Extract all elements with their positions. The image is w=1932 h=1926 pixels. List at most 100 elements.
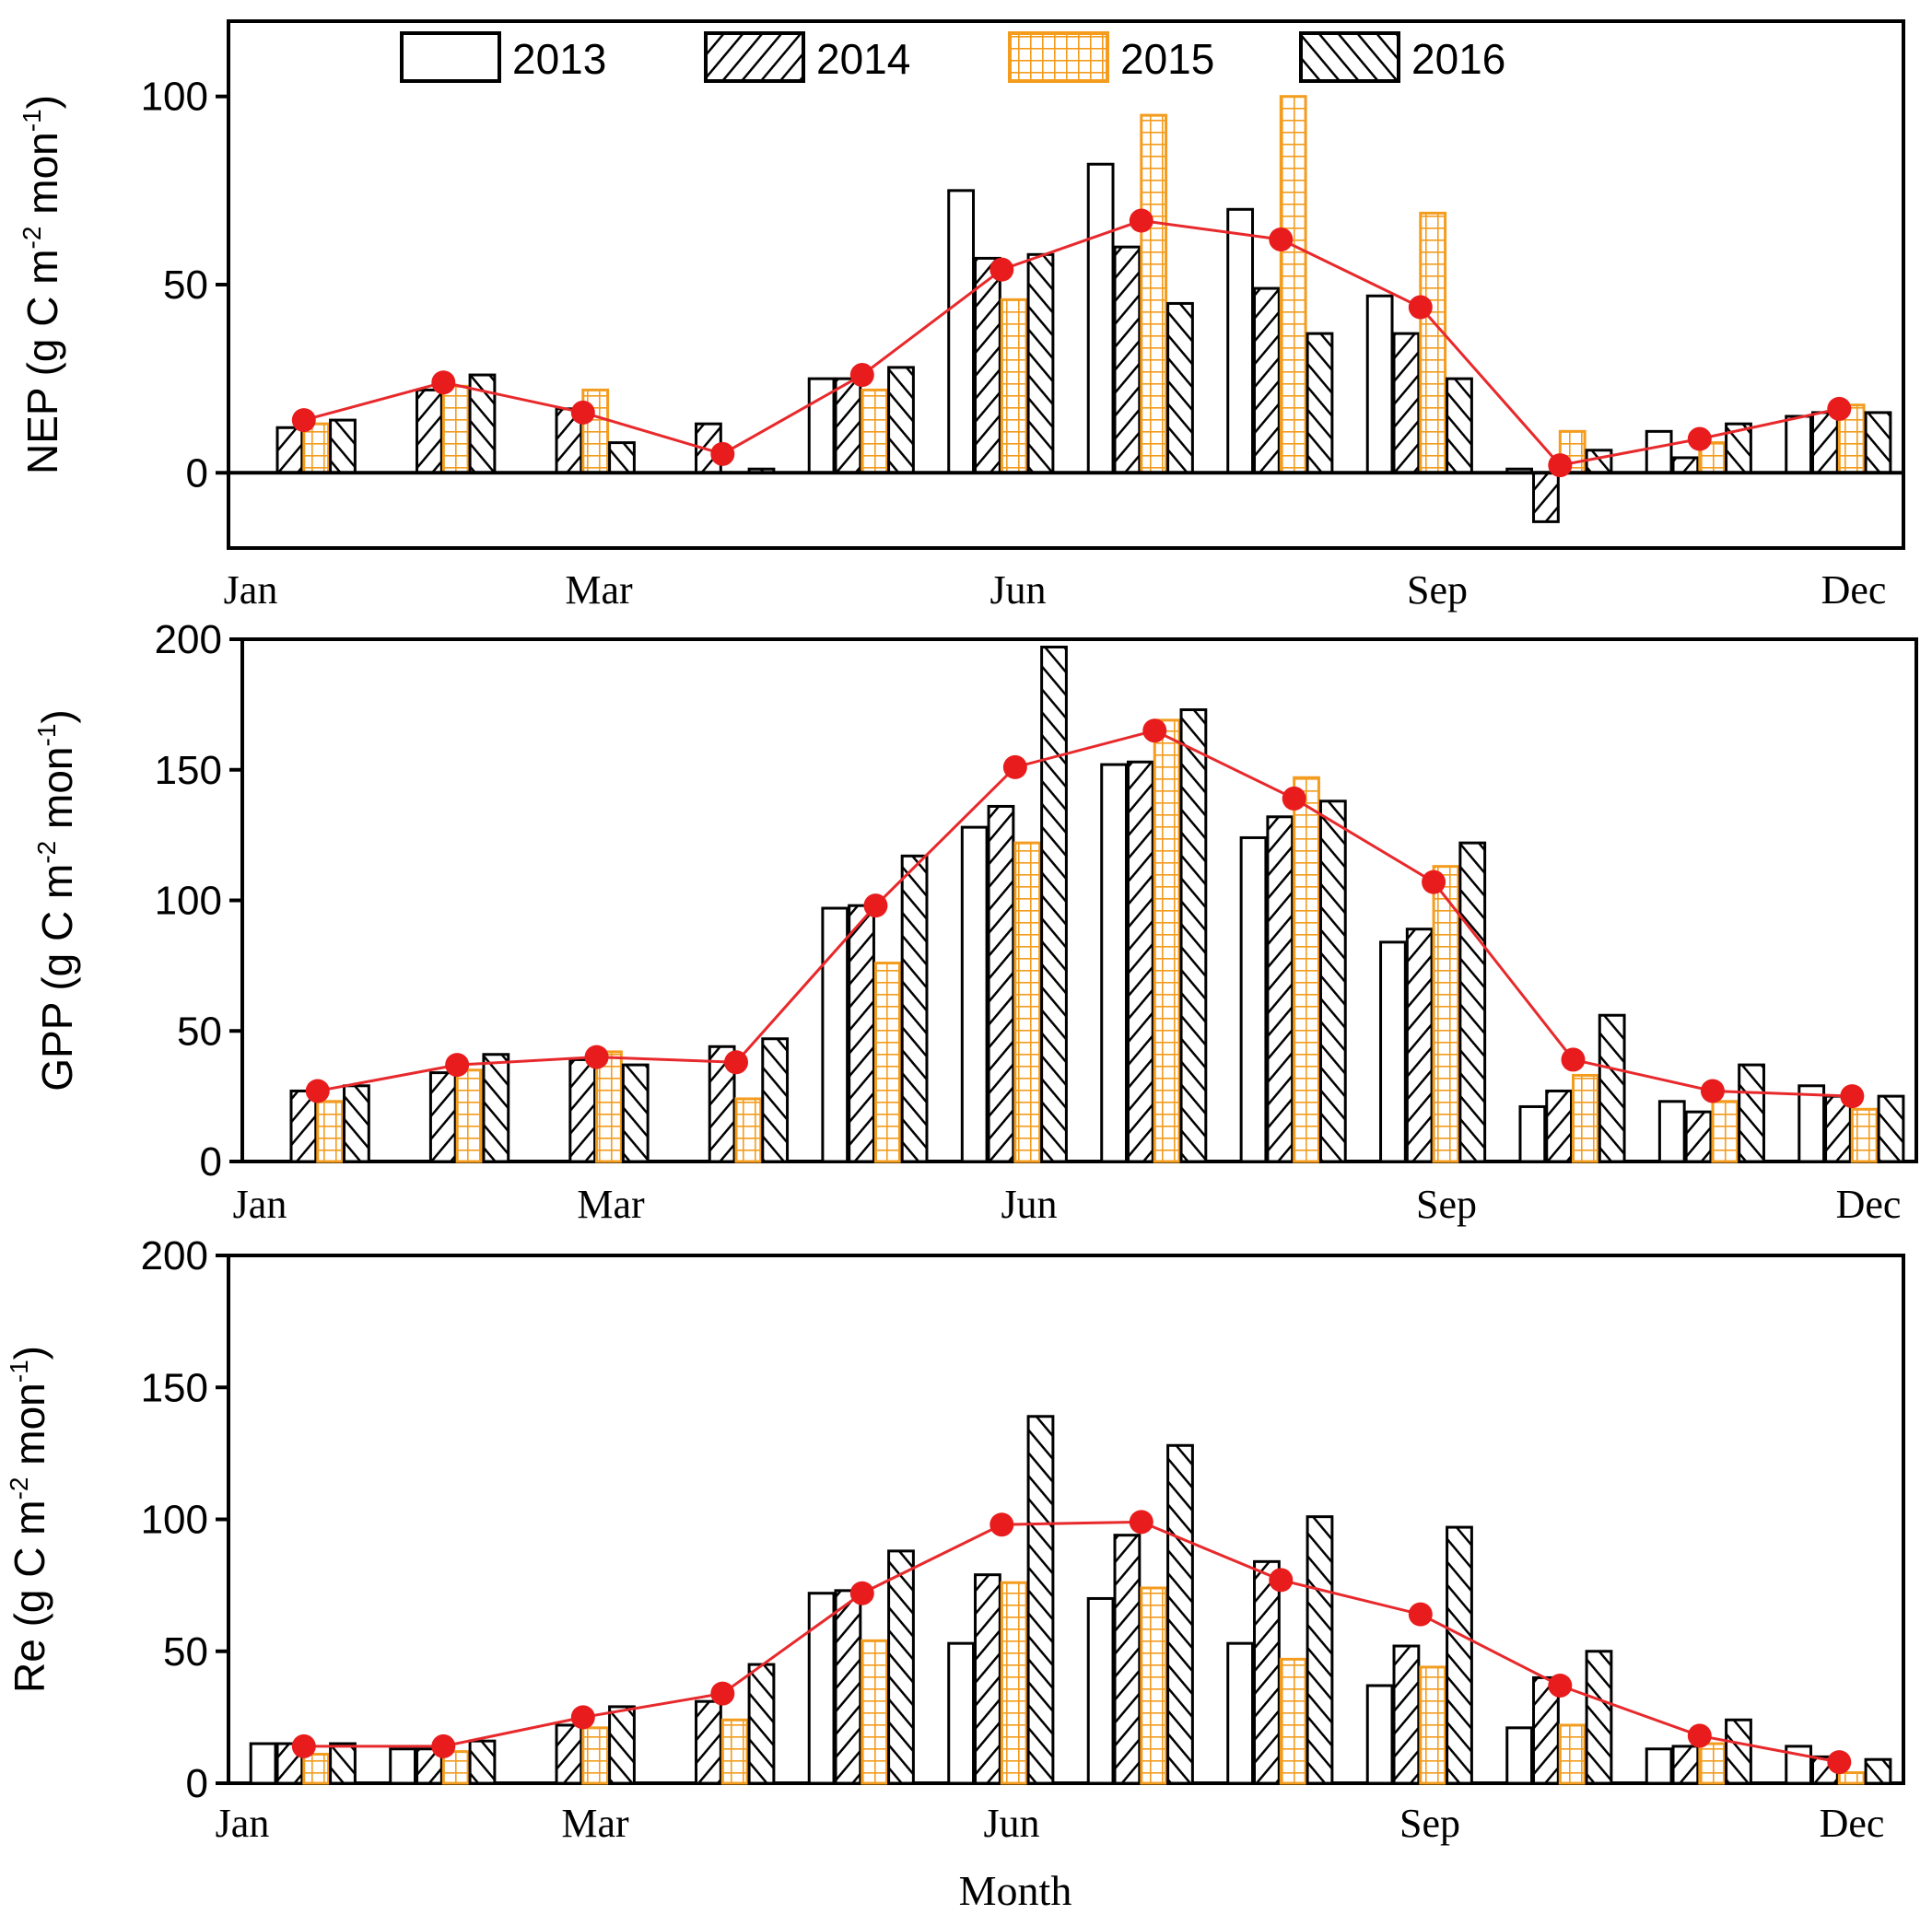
bar-nep-2014-sep xyxy=(1392,332,1421,474)
bar-re-2014-jun xyxy=(974,1573,1001,1785)
legend-label-2013: 2013 xyxy=(512,35,606,83)
bar-re-2013-jul xyxy=(1086,1596,1115,1785)
bar-gpp-2015-feb xyxy=(455,1068,484,1163)
mean-marker-oct xyxy=(1548,453,1573,478)
x-tick-label: Dec xyxy=(1821,567,1887,613)
bar-re-2016-jul xyxy=(1166,1443,1194,1785)
plot-frame xyxy=(227,1254,1905,1785)
bar-re-2013-nov xyxy=(1645,1747,1673,1785)
bar-re-2016-jan xyxy=(329,1742,357,1785)
bar-gpp-2015-dec xyxy=(1850,1107,1879,1163)
bar-gpp-2014-nov xyxy=(1684,1110,1713,1163)
x-tick-label: Dec xyxy=(1820,1801,1885,1846)
bar-re-2016-sep xyxy=(1446,1525,1473,1785)
bar-re-2015-jul xyxy=(1140,1586,1168,1785)
bar-gpp-2013-nov xyxy=(1657,1100,1686,1163)
mean-line xyxy=(303,219,1840,467)
bar-re-2016-feb xyxy=(468,1739,497,1785)
y-tick-label: 0 xyxy=(186,450,208,496)
bar-gpp-2016-nov xyxy=(1738,1063,1765,1163)
mean-marker-mar xyxy=(570,1705,595,1730)
mean-marker-jan xyxy=(291,1733,316,1758)
bar-nep-2014-jun xyxy=(974,256,1001,474)
y-tick-label: 50 xyxy=(163,1629,208,1675)
bar-gpp-2014-oct xyxy=(1545,1089,1574,1163)
legend-swatch-2013 xyxy=(400,31,501,83)
mean-marker-dec xyxy=(1827,396,1852,421)
bar-nep-2015-feb xyxy=(441,384,470,474)
bar-nep-2013-jun xyxy=(947,189,976,474)
bar-re-2014-sep xyxy=(1392,1644,1421,1785)
y-tick-label: 100 xyxy=(141,1498,208,1543)
bar-gpp-2016-feb xyxy=(482,1053,510,1163)
x-tick-label: Mar xyxy=(565,567,633,613)
x-axis-label: Month xyxy=(959,1867,1072,1914)
x-tick-label: Jan xyxy=(216,1801,270,1846)
x-tick-label: Sep xyxy=(1399,1801,1460,1846)
bar-re-2014-mar xyxy=(555,1723,583,1785)
legend-swatch-2015 xyxy=(1008,31,1109,83)
mean-marker-sep xyxy=(1408,1602,1433,1627)
bar-gpp-2015-apr xyxy=(734,1097,763,1163)
bar-nep-2014-oct xyxy=(1532,471,1560,523)
bar-gpp-2016-dec xyxy=(1877,1094,1905,1163)
bar-nep-2016-may xyxy=(887,366,915,474)
bar-gpp-2013-may xyxy=(821,906,849,1163)
bar-re-2015-mar xyxy=(581,1726,610,1785)
mean-marker-mar xyxy=(584,1045,609,1069)
bar-gpp-2016-jun xyxy=(1040,646,1068,1163)
mean-marker-sep xyxy=(1408,295,1433,320)
mean-marker-dec xyxy=(1827,1750,1852,1775)
bar-nep-2014-nov xyxy=(1671,456,1700,474)
bar-re-2013-jun xyxy=(947,1641,976,1785)
bar-nep-2013-dec xyxy=(1785,414,1813,474)
bar-re-2014-jul xyxy=(1113,1534,1142,1785)
bar-nep-2014-aug xyxy=(1253,286,1281,474)
x-tick-label: Sep xyxy=(1407,567,1468,613)
bar-gpp-2016-jul xyxy=(1179,708,1208,1163)
bar-gpp-2014-mar xyxy=(568,1057,597,1163)
legend-swatch-2016 xyxy=(1299,31,1400,83)
bar-re-2016-oct xyxy=(1585,1650,1613,1785)
bar-nep-2015-jun xyxy=(1000,298,1028,474)
bar-gpp-2016-mar xyxy=(621,1063,650,1163)
bar-re-2014-apr xyxy=(695,1699,722,1785)
x-tick-label: Jun xyxy=(983,1801,1039,1846)
mean-marker-dec xyxy=(1840,1084,1865,1109)
bar-re-2015-sep xyxy=(1419,1665,1447,1785)
bar-gpp-2015-oct xyxy=(1572,1073,1599,1163)
mean-marker-apr xyxy=(724,1050,749,1075)
bar-gpp-2014-sep xyxy=(1405,928,1434,1163)
x-tick-label: Sep xyxy=(1416,1182,1477,1227)
bar-re-2015-jan xyxy=(302,1752,331,1785)
mean-marker-aug xyxy=(1269,1568,1294,1593)
bar-re-2015-may xyxy=(861,1639,889,1785)
bar-gpp-2016-may xyxy=(900,854,929,1163)
y-tick-label: 200 xyxy=(155,617,222,662)
bar-nep-2013-aug xyxy=(1226,207,1255,474)
bar-re-2015-aug xyxy=(1279,1657,1307,1785)
mean-marker-feb xyxy=(445,1053,470,1078)
mean-marker-jul xyxy=(1142,718,1167,743)
bar-gpp-2015-mar xyxy=(595,1050,623,1163)
bar-nep-2016-jan xyxy=(329,418,357,474)
bar-re-2016-jun xyxy=(1026,1415,1055,1785)
panel-re: 0 50 100 150 200 Jan Mar Jun Sep Dec Re (g C m-2 m… xyxy=(5,1233,1905,1846)
bar-gpp-2016-sep xyxy=(1458,841,1487,1163)
bar-re-2014-aug xyxy=(1253,1559,1281,1785)
mean-marker-oct xyxy=(1548,1673,1573,1698)
bar-gpp-2016-apr xyxy=(761,1037,790,1163)
bar-re-2016-aug xyxy=(1306,1515,1334,1785)
mean-marker-apr xyxy=(710,1681,735,1706)
bar-gpp-2013-jun xyxy=(960,825,989,1163)
bar-re-2016-mar xyxy=(608,1705,636,1785)
mean-marker-jul xyxy=(1129,208,1153,233)
bar-nep-2015-jul xyxy=(1140,113,1168,474)
legend-swatch-2014 xyxy=(704,31,805,83)
mean-marker-jun xyxy=(1002,754,1027,779)
x-tick-label: Jun xyxy=(1001,1182,1057,1227)
bar-nep-2013-sep xyxy=(1365,294,1394,474)
x-tick-label: Dec xyxy=(1836,1182,1902,1227)
bar-gpp-2013-aug xyxy=(1239,835,1268,1163)
